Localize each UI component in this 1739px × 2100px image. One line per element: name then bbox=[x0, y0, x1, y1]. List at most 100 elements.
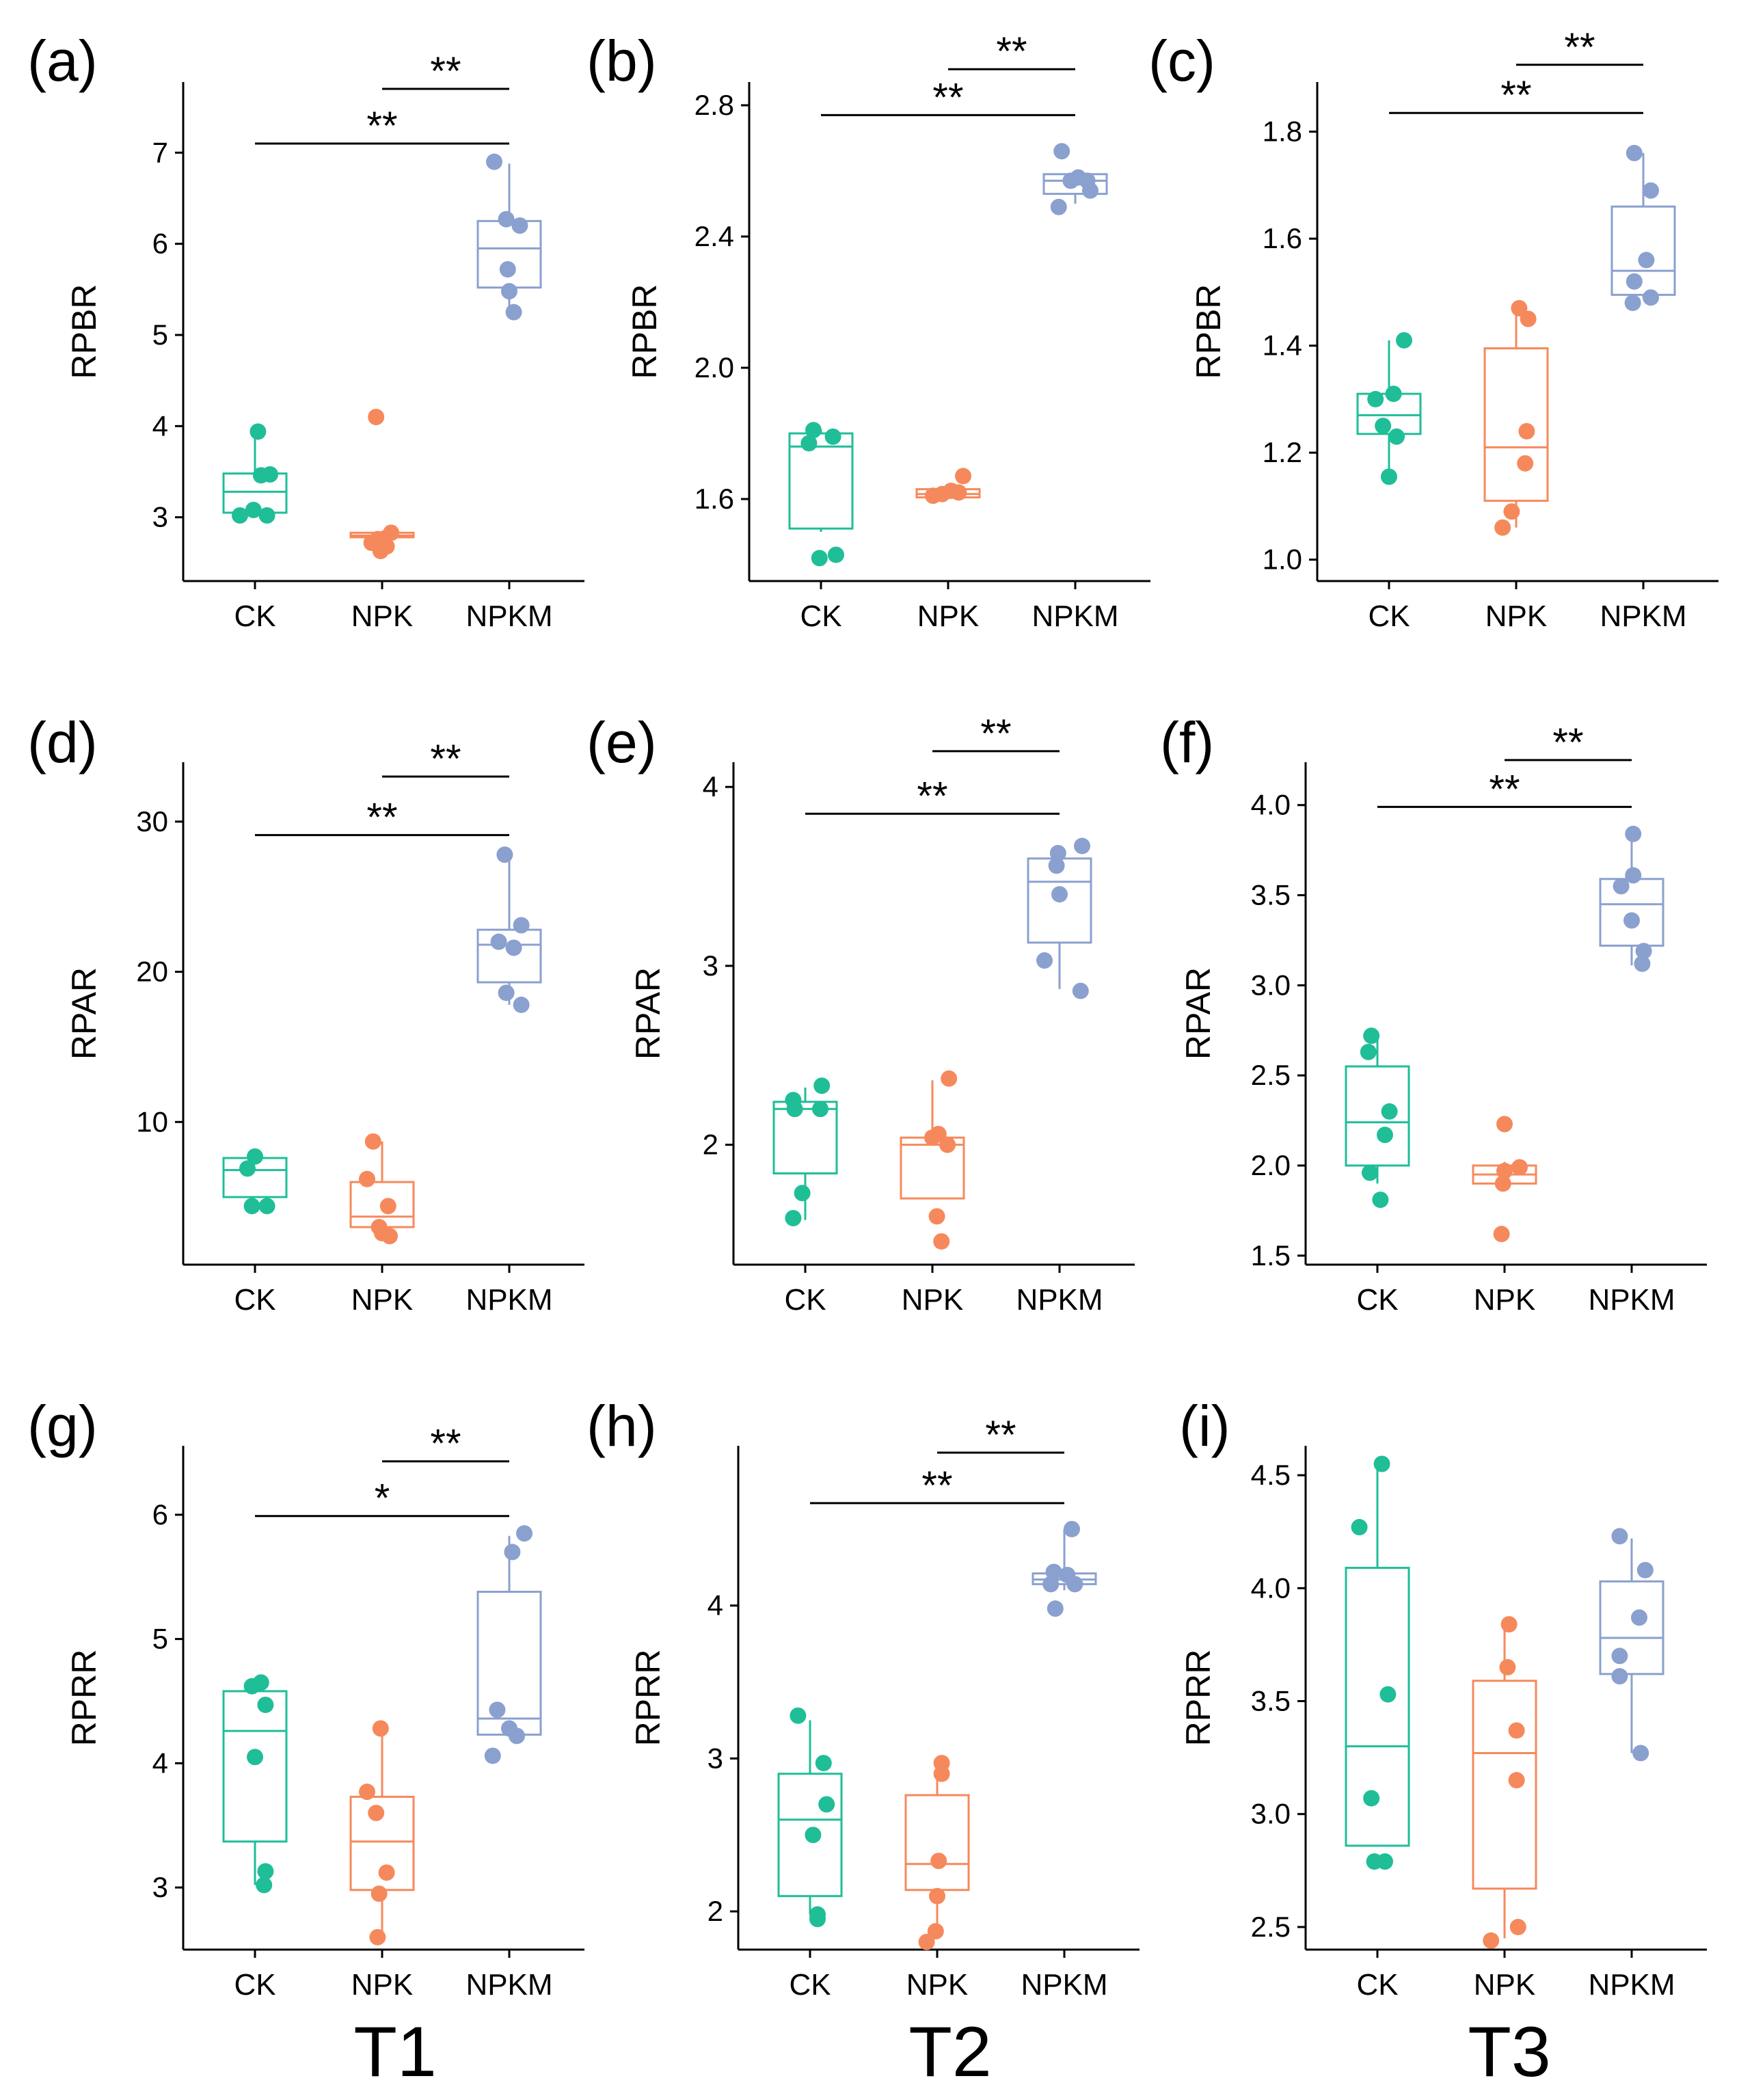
x-tick-label-npk: NPK bbox=[902, 1283, 963, 1317]
series-npkm bbox=[1599, 1528, 1664, 1762]
panel-b: 1.6 2.0 2.4 2.8 CK NPK NPKM RPBR (b) ** ** bbox=[587, 29, 1150, 633]
y-tick-label: 30 bbox=[136, 805, 168, 837]
data-point bbox=[1036, 952, 1053, 969]
y-tick-label: 4 bbox=[152, 409, 168, 442]
series-ck bbox=[222, 1148, 288, 1215]
data-point bbox=[1631, 1609, 1647, 1626]
box-ck bbox=[777, 1773, 843, 1898]
y-tick-label: 3 bbox=[152, 1871, 168, 1903]
box-npk bbox=[904, 1794, 970, 1892]
x-tick-label-ck: CK bbox=[234, 1283, 275, 1317]
y-tick-label: 1.6 bbox=[1263, 222, 1302, 254]
data-point bbox=[811, 550, 828, 567]
data-point bbox=[1483, 1932, 1500, 1949]
box-ck bbox=[788, 432, 854, 530]
significance-label: ** bbox=[980, 712, 1011, 756]
data-point bbox=[1373, 1455, 1390, 1472]
panel-label: (h) bbox=[587, 1394, 657, 1458]
series-ck bbox=[222, 423, 288, 524]
y-tick-label: 4 bbox=[703, 770, 718, 803]
data-point bbox=[1496, 1116, 1513, 1133]
data-point bbox=[1499, 1658, 1516, 1675]
data-point bbox=[1625, 825, 1642, 842]
series-npk bbox=[900, 1070, 965, 1250]
y-tick-label: 6 bbox=[152, 1498, 168, 1531]
column-label-t1: T1 bbox=[353, 2012, 437, 2092]
data-point bbox=[1634, 955, 1651, 972]
data-point bbox=[1613, 878, 1630, 895]
y-axis-label: RPBR bbox=[65, 284, 103, 379]
data-point bbox=[1049, 845, 1066, 862]
series-npk bbox=[915, 468, 981, 504]
data-point bbox=[1047, 1600, 1064, 1617]
x-tick-label-ck: CK bbox=[800, 600, 841, 633]
data-point bbox=[1625, 867, 1642, 884]
data-point bbox=[499, 261, 516, 278]
y-tick-label: 4.5 bbox=[1251, 1459, 1291, 1491]
data-point bbox=[818, 1796, 835, 1813]
y-axis-label: RPRR bbox=[629, 1650, 667, 1747]
data-point bbox=[1385, 386, 1402, 403]
x-tick-label-npkm: NPKM bbox=[1588, 1968, 1675, 2002]
panel-h: 2 3 4 CK NPK NPKM RPRR (h) ** ** bbox=[587, 1394, 1140, 2002]
data-point bbox=[1042, 1576, 1060, 1593]
y-tick-label: 3 bbox=[703, 950, 718, 982]
data-point bbox=[489, 1701, 506, 1719]
panel-label: (g) bbox=[27, 1394, 98, 1458]
data-point bbox=[1494, 519, 1511, 536]
data-point bbox=[800, 435, 818, 452]
series-ck bbox=[1345, 1027, 1410, 1209]
data-point bbox=[1611, 1668, 1628, 1685]
data-point bbox=[257, 1696, 274, 1713]
x-tick-label-npkm: NPKM bbox=[1600, 600, 1686, 633]
data-point bbox=[812, 1101, 828, 1118]
y-tick-label: 3 bbox=[152, 501, 168, 533]
significance-label: ** bbox=[985, 1413, 1016, 1457]
y-tick-label: 3.0 bbox=[1251, 969, 1291, 1001]
series-npk bbox=[349, 1720, 415, 1946]
data-point bbox=[1045, 1563, 1062, 1580]
y-tick-label: 2 bbox=[707, 1895, 723, 1927]
y-tick-label: 3.5 bbox=[1251, 1685, 1291, 1717]
y-tick-label: 2.5 bbox=[1251, 1911, 1291, 1943]
data-point bbox=[511, 217, 528, 234]
data-point bbox=[1082, 182, 1098, 199]
x-tick-label-npk: NPK bbox=[1485, 600, 1547, 633]
data-point bbox=[1508, 1772, 1525, 1789]
y-tick-label: 1.5 bbox=[1251, 1239, 1291, 1271]
panel-label: (a) bbox=[27, 29, 98, 93]
y-tick-label: 4.0 bbox=[1251, 789, 1291, 821]
significance-label: ** bbox=[996, 29, 1027, 74]
x-tick-label-ck: CK bbox=[234, 1968, 275, 2002]
y-tick-label: 1.2 bbox=[1263, 436, 1302, 468]
data-point bbox=[1072, 982, 1089, 999]
data-point bbox=[1053, 143, 1070, 160]
x-tick-label-ck: CK bbox=[789, 1968, 831, 2002]
data-point bbox=[1611, 1528, 1628, 1545]
series-ck bbox=[777, 1707, 843, 1928]
x-tick-label-npkm: NPKM bbox=[1016, 1283, 1103, 1317]
data-point bbox=[790, 1707, 807, 1724]
x-tick-label-ck: CK bbox=[1356, 1968, 1398, 2002]
y-tick-label: 4 bbox=[707, 1589, 723, 1621]
series-npk bbox=[1472, 1116, 1537, 1243]
significance-label: ** bbox=[1552, 721, 1583, 765]
x-tick-label-ck: CK bbox=[1356, 1283, 1398, 1317]
panel-label: (f) bbox=[1160, 710, 1214, 775]
series-ck bbox=[1345, 1455, 1410, 1870]
y-axis-label: RPAR bbox=[629, 967, 667, 1060]
y-tick-label: 20 bbox=[136, 956, 168, 988]
series-npkm bbox=[476, 846, 542, 1013]
significance-label: ** bbox=[366, 104, 397, 148]
panel-a: 3 4 5 6 7 CK NPK NPKM RPBR (a) ** ** bbox=[27, 29, 584, 633]
y-axis-label: RPBR bbox=[1189, 284, 1228, 379]
x-tick-label-ck: CK bbox=[784, 1283, 826, 1317]
data-point bbox=[484, 1747, 501, 1764]
box-npkm bbox=[476, 1591, 542, 1736]
significance-label: ** bbox=[932, 75, 963, 120]
y-tick-label: 2.8 bbox=[695, 89, 734, 121]
series-npk bbox=[1472, 1616, 1537, 1949]
x-tick-label-npkm: NPKM bbox=[466, 1968, 552, 2002]
y-tick-label: 10 bbox=[136, 1105, 168, 1138]
data-point bbox=[232, 507, 248, 524]
